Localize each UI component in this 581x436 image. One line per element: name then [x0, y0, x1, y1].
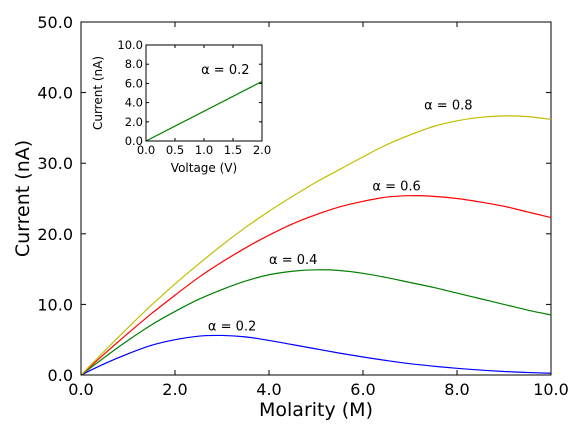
inset-plot-background [146, 45, 262, 141]
main-annotation-1: α = 0.4 [269, 253, 317, 268]
main-y-tick-label: 10.0 [37, 295, 73, 314]
inset-y-tick-label: 4.0 [125, 96, 143, 110]
main-annotation-2: α = 0.6 [372, 180, 420, 195]
main-annotation-3: α = 0.8 [424, 99, 472, 114]
inset-plot: 0.0 0.5 1.0 1.5 2.0 0.0 2.0 4.0 6.0 8.0 10.0 α = … [91, 38, 271, 175]
inset-series-0 [145, 80, 263, 142]
main-y-tick-label: 50.0 [37, 13, 73, 32]
inset-x-tick-label: 1.0 [195, 143, 213, 157]
main-series-0 [80, 334, 552, 376]
main-x-tick-label: 6.0 [350, 380, 375, 399]
inset-y-tick-label: 8.0 [125, 57, 143, 71]
main-y-tick-label: 0.0 [48, 366, 73, 385]
inset-x-tick-label: 1.5 [224, 143, 242, 157]
main-series-3 [80, 115, 552, 376]
main-series-1 [80, 269, 552, 376]
main-y-tick-label: 30.0 [37, 154, 73, 173]
inset-x-tick-label: 2.0 [253, 143, 271, 157]
inset-x-tick-label: 0.5 [166, 143, 184, 157]
inset-y-tick-label: 0.0 [125, 134, 143, 148]
main-x-tick-label: 0.0 [68, 380, 93, 399]
main-y-axis-label: Current (nA) [12, 140, 34, 257]
main-x-tick-label: 10.0 [533, 380, 569, 399]
main-y-tick-label: 40.0 [37, 84, 73, 103]
main-y-tick-label: 20.0 [37, 225, 73, 244]
main-plot-frame [80, 21, 552, 376]
main-series-2 [80, 195, 552, 376]
inset-annotation-0: α = 0.2 [201, 63, 249, 78]
main-x-axis-label: Molarity (M) [259, 399, 373, 421]
inset-x-axis-label: Voltage (V) [171, 161, 237, 175]
main-x-tick-label: 4.0 [256, 380, 281, 399]
main-annotation-0: α = 0.2 [208, 320, 256, 335]
inset-y-axis-label: Current (nA) [91, 56, 105, 130]
main-x-tick-label: 2.0 [162, 380, 187, 399]
inset-y-tick-label: 10.0 [117, 38, 143, 52]
main-plot: 0.0 2.0 4.0 6.0 8.0 10.0 0.0 10.0 20.0 30.0 40.0 5… [12, 13, 569, 421]
main-x-tick-label: 8.0 [444, 380, 469, 399]
inset-y-tick-label: 6.0 [125, 76, 143, 90]
inset-y-tick-label: 2.0 [125, 115, 143, 129]
inset-x-tick-label: 0.0 [137, 143, 155, 157]
